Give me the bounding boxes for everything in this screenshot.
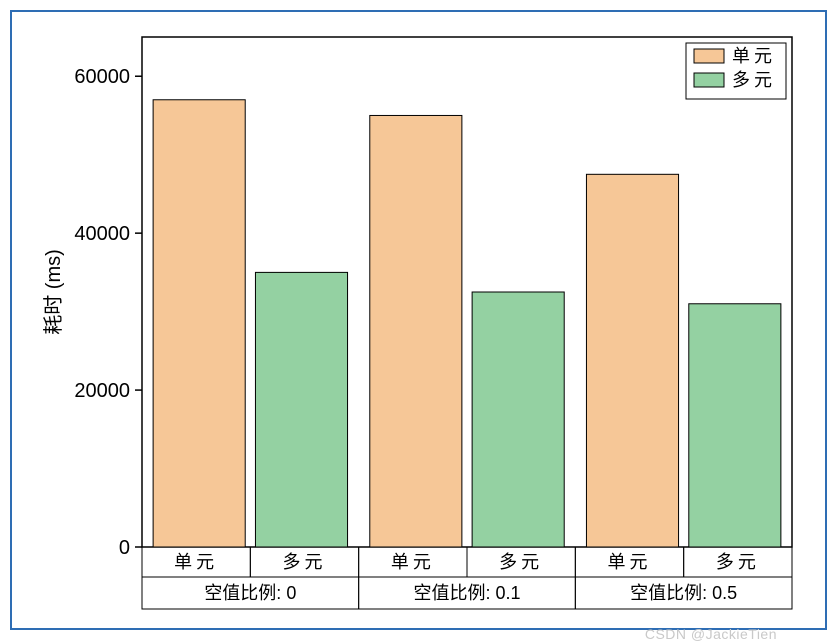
y-tick-label: 60000	[74, 66, 130, 88]
bar	[255, 272, 347, 547]
bar-chart: 0200004000060000耗时 (ms)单元多元空值比例: 0单元多元空值…	[32, 27, 812, 617]
bar	[370, 115, 462, 547]
watermark-text: CSDN @JackieTien	[645, 626, 777, 642]
category-label: 单元	[391, 552, 435, 572]
category-label: 单元	[174, 552, 218, 572]
legend-label: 单元	[732, 46, 776, 66]
group-label: 空值比例: 0	[204, 583, 296, 603]
category-label: 单元	[608, 552, 652, 572]
group-label: 空值比例: 0.5	[630, 583, 737, 603]
outer-frame: 0200004000060000耗时 (ms)单元多元空值比例: 0单元多元空值…	[10, 10, 827, 630]
chart-container: 0200004000060000耗时 (ms)单元多元空值比例: 0单元多元空值…	[32, 27, 812, 617]
category-label: 多元	[283, 552, 327, 572]
y-axis-label: 耗时 (ms)	[42, 249, 65, 335]
legend-swatch	[694, 49, 724, 63]
y-tick-label: 0	[119, 537, 130, 559]
bar	[153, 100, 245, 547]
bar	[689, 304, 781, 547]
legend-swatch	[694, 73, 724, 87]
y-tick-label: 40000	[74, 223, 130, 245]
bar	[472, 292, 564, 547]
category-label: 多元	[499, 552, 543, 572]
group-label: 空值比例: 0.1	[413, 583, 520, 603]
bar	[586, 174, 678, 547]
y-tick-label: 20000	[74, 380, 130, 402]
legend-label: 多元	[732, 70, 776, 90]
category-label: 多元	[716, 552, 760, 572]
